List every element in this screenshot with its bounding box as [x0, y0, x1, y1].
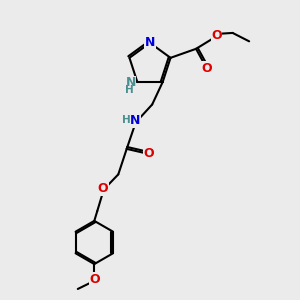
- Text: H: H: [124, 85, 133, 95]
- Text: O: O: [211, 29, 222, 42]
- Text: O: O: [98, 182, 108, 195]
- Text: N: N: [130, 115, 140, 128]
- Text: O: O: [90, 273, 100, 286]
- Text: N: N: [125, 76, 136, 89]
- Text: H: H: [122, 116, 131, 125]
- Text: N: N: [145, 35, 155, 49]
- Text: O: O: [201, 62, 212, 75]
- Text: O: O: [143, 148, 154, 160]
